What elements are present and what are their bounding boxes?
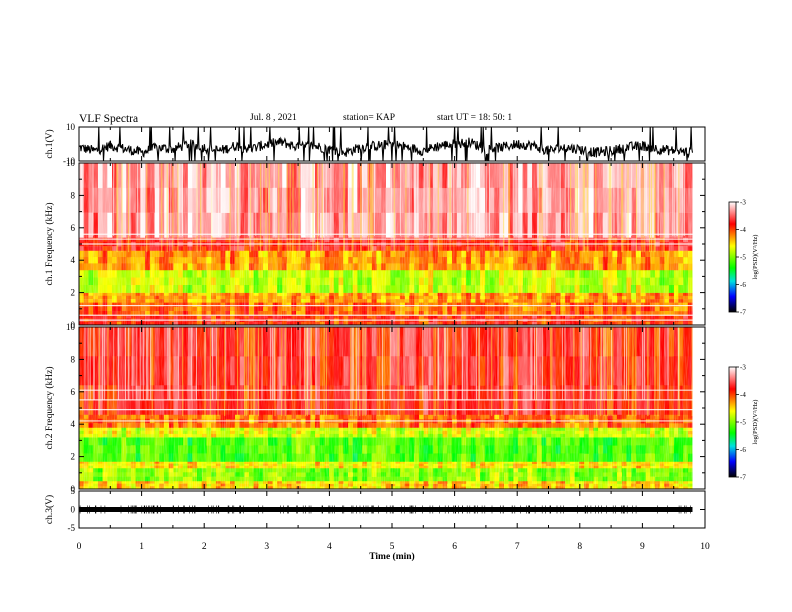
colorbar-tick-label: -6 [740, 281, 746, 289]
y-tick-label: 10 [66, 322, 76, 332]
x-tick-label: 9 [640, 542, 645, 552]
colorbar-tick-label: -5 [740, 254, 746, 262]
y-tick-label: 6 [71, 387, 76, 397]
ch2-spectrogram-panel: 0 2 4 6 8 10 ch.2 Frequency (kHz) [44, 322, 706, 494]
y-tick-label: 10 [66, 122, 76, 132]
ch3-waveform-spikes [79, 505, 691, 514]
y-tick-label: 6 [71, 223, 76, 233]
ch3-waveform-panel: 50-5ch.3(V) [44, 486, 706, 533]
colorbar-label: log(PSD)(V²/Hz) [752, 400, 759, 445]
y-tick-label: 8 [71, 190, 76, 200]
x-tick-label: 1 [139, 542, 144, 552]
colorbar-tick-label: -7 [740, 474, 746, 482]
y-tick-label: -5 [68, 523, 76, 533]
colorbar-tick-label: -4 [740, 391, 746, 399]
colorbar-tick-label: -4 [740, 226, 746, 234]
y-tick-label: 8 [71, 354, 76, 364]
colorbar-tick-label: -6 [740, 446, 746, 454]
y-tick-label: -10 [63, 156, 75, 166]
y-axis-label: ch.2 Frequency (kHz) [44, 366, 55, 449]
y-axis-label: ch.1 Frequency (kHz) [44, 202, 55, 285]
y-tick-label: 2 [71, 452, 76, 462]
colorbar-tick-label: -7 [740, 309, 746, 317]
x-tick-label: 4 [327, 542, 332, 552]
y-tick-label: 2 [71, 288, 76, 298]
colorbar-tick-label: -3 [740, 364, 746, 372]
ch2-colorbar: -3 -4 -5 -6 -7 log(PSD)(V²/Hz) [728, 364, 759, 482]
y-tick-label: 10 [66, 158, 76, 168]
ch3-waveform-line [79, 507, 693, 512]
colorbar-tick-label: -5 [740, 419, 746, 427]
x-tick-label: 8 [577, 542, 582, 552]
spectrogram-blank-tail [692, 163, 705, 325]
x-tick-label: 2 [202, 542, 207, 552]
colorbar-scale [728, 201, 737, 313]
y-tick-label: 0 [71, 484, 76, 494]
x-tick-label: 0 [77, 542, 82, 552]
y-tick-label: 0 [71, 320, 76, 330]
colorbar-scale [728, 366, 737, 478]
station-label: station= KAP [343, 113, 396, 123]
colorbar-label: log(PSD)(V²/Hz) [752, 235, 759, 280]
spectrogram-blank-tail [692, 327, 705, 489]
y-tick-label: 0 [71, 505, 76, 515]
colorbar-tick-label: -3 [740, 199, 746, 207]
y-axis-label: ch.3(V) [44, 495, 55, 524]
x-axis-label: Time (min) [369, 551, 414, 562]
spectrogram-white-streaks [81, 163, 685, 236]
date-label: Jul. 8 , 2021 [250, 113, 297, 123]
y-axis-label: ch.1(V) [44, 129, 55, 158]
x-tick-label: 3 [264, 542, 269, 552]
time-axis: 0 1 2 3 4 5 6 7 8 9 10 Time (min) [77, 542, 710, 562]
y-tick-label: 5 [71, 486, 76, 496]
ch1-colorbar: -3 -4 -5 -6 -7 log(PSD)(V²/Hz) [728, 199, 759, 317]
start-ut-label: start UT = 18: 50: 1 [437, 113, 513, 123]
figure-title: VLF Spectra [79, 113, 139, 125]
x-tick-label: 7 [515, 542, 520, 552]
x-tick-label: 10 [700, 542, 710, 552]
spectrogram-white-streaks [84, 327, 680, 400]
y-tick-label: 4 [71, 255, 76, 265]
x-tick-label: 6 [452, 542, 457, 552]
x-tick-label: 5 [390, 542, 395, 552]
y-tick-label: 4 [71, 419, 76, 429]
ch1-waveform-line [78, 126, 694, 162]
spectrogram-streaks [116, 163, 680, 253]
ch1-spectrogram-panel: 0 2 4 6 8 10 ch.1 Frequency (kHz) [44, 158, 706, 330]
